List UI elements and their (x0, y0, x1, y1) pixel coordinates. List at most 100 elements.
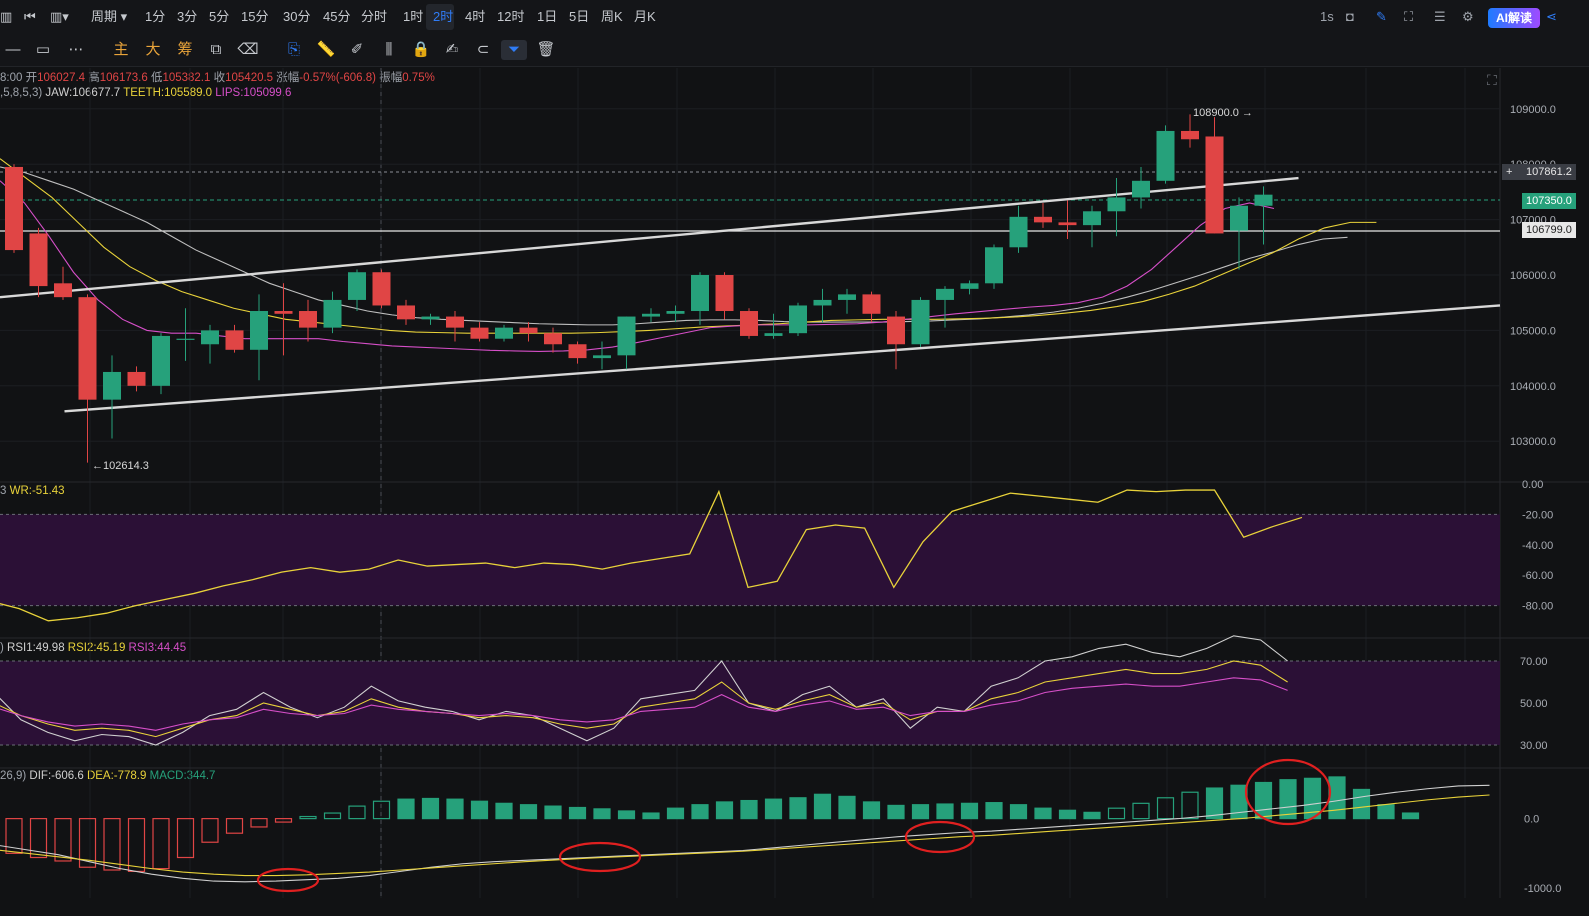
macd-bar-12 (299, 815, 317, 820)
rsi-y-tick-2: 30.00 (1520, 740, 1548, 752)
annotation-circle-1 (558, 841, 642, 873)
refresh-interval[interactable]: 1s (1320, 9, 1334, 24)
wr-band (0, 514, 1500, 606)
macd-bar-38 (936, 803, 954, 820)
main-y-tick-4: 105000.0 (1510, 325, 1556, 337)
timeframe-9[interactable]: 2时 (433, 9, 454, 24)
timeframe-0[interactable]: 周期 ▾ (91, 9, 128, 24)
candle-body-34 (838, 294, 856, 300)
rect-tool-icon[interactable]: ▭ (35, 41, 51, 58)
candle-body-7 (176, 338, 195, 340)
timeframe-5[interactable]: 30分 (283, 9, 311, 24)
camera-icon[interactable]: ◘ (1346, 9, 1354, 24)
timeframe-14[interactable]: 周K (601, 9, 623, 24)
compare-icon[interactable]: ⧉ (210, 41, 222, 58)
line-tool-icon[interactable]: — (5, 41, 21, 58)
wr-y-tick-4: -80.00 (1522, 601, 1553, 613)
pen-icon[interactable]: ✎ (1376, 9, 1387, 24)
low-value: 105382.1 (162, 72, 211, 84)
share-icon[interactable]: ⋖ (1546, 9, 1557, 24)
add-alert-icon[interactable]: + (1502, 164, 1522, 180)
wr-info: 3 WR:-51.43 (0, 485, 65, 497)
low-label: 低 (150, 72, 163, 84)
candle-body-30 (740, 311, 758, 336)
macd-info: 26,9) DIF:-606.6 DEA:-778.9 MACD:344.7 (0, 770, 215, 782)
fullscreen-icon[interactable]: ⛶ (1487, 72, 1497, 88)
candle-body-41 (1009, 216, 1028, 248)
macd-bar-7 (176, 818, 195, 859)
ruler-icon[interactable]: 📏 (316, 41, 336, 58)
expand-icon[interactable]: ⛶ (1404, 9, 1414, 24)
macd-bar-10 (250, 818, 268, 828)
line-price-tag: 106799.0 (1522, 222, 1576, 238)
ai-interpret-button[interactable]: AI解读 (1488, 8, 1540, 28)
dea-value: DEA:-778.9 (86, 770, 147, 782)
candle-body-43 (1058, 222, 1077, 226)
timeframe-13[interactable]: 5日 (569, 9, 590, 24)
brush-icon[interactable]: ✐ (350, 41, 364, 58)
macd-bar-44 (1083, 811, 1101, 820)
candle-icon[interactable]: ⫼ (385, 41, 393, 58)
main-y-tick-5: 104000.0 (1510, 381, 1556, 393)
timeframe-12[interactable]: 1日 (537, 9, 558, 24)
candle-body-25 (617, 316, 636, 356)
candle-body-37 (911, 299, 930, 345)
macd-bar-0 (5, 818, 23, 854)
rsi3-line (0, 677, 1288, 731)
last-price-tag: 107350.0 (1522, 193, 1576, 209)
timeframe-8[interactable]: 1时 (403, 9, 424, 24)
candle-body-44 (1083, 211, 1101, 226)
main-indicator-button[interactable]: 主 (113, 41, 129, 58)
macd-bar-14 (348, 805, 366, 820)
big-order-button[interactable]: 大 (145, 41, 161, 58)
timeframe-4[interactable]: 15分 (241, 9, 269, 24)
filter-icon[interactable]: ⏷ (501, 40, 527, 60)
list-icon[interactable]: ☰ (1434, 9, 1446, 24)
macd-bar-19 (470, 800, 489, 820)
back-icon[interactable]: ⏮ (24, 9, 36, 24)
timeframe-1[interactable]: 1分 (145, 9, 166, 24)
crosshair-price-tag: 107861.2 (1522, 164, 1576, 180)
timeframe-15[interactable]: 月K (634, 9, 656, 24)
grid-icon[interactable]: ▥ (0, 9, 13, 24)
macd-y-tick-0: 0.0 (1524, 814, 1539, 826)
macd-bar-20 (495, 802, 513, 820)
candle-body-20 (495, 327, 513, 339)
magnet-icon[interactable]: ⊂ (476, 41, 490, 58)
trash-icon[interactable]: 🗑 (536, 41, 556, 58)
ohlc-info: 8:00 开106027.4 高106173.6 低105382.1 收1054… (0, 69, 435, 85)
timeframe-7[interactable]: 分时 (361, 9, 388, 24)
wr-prefix: 3 (0, 485, 7, 497)
macd-prefix: 26,9) (0, 770, 27, 782)
timeframe-11[interactable]: 12时 (497, 9, 525, 24)
lock-icon[interactable]: 🔒 (411, 41, 431, 58)
chip-button[interactable]: 筹 (177, 41, 193, 58)
settings-icon[interactable]: ⚙ (1462, 9, 1474, 24)
wr-y-tick-2: -40.00 (1522, 540, 1553, 552)
more-tools-icon[interactable]: ⋯ (68, 41, 84, 58)
candle-body-16 (397, 305, 415, 320)
timeframe-2[interactable]: 3分 (177, 9, 198, 24)
high-marker: 108900.0 → (1193, 107, 1253, 119)
timeframe-6[interactable]: 45分 (323, 9, 351, 24)
rsi-y-tick-0: 70.00 (1520, 656, 1548, 668)
top-bar: ▥ ⏮ ▥▾ 周期 ▾ 1分 3分 5分 15分 30分 45分 分时 1时 2时 4时 12时 1日 5… (0, 0, 1589, 35)
candle-body-3 (78, 297, 97, 400)
candle-body-4 (103, 371, 121, 400)
erase-draw-icon[interactable]: ⌫ (237, 41, 259, 58)
timeframe-10[interactable]: 4时 (465, 9, 486, 24)
note-icon[interactable]: ✍ (445, 41, 459, 58)
macd-bar-54 (1328, 776, 1346, 820)
change-value: -0.57%(-606.8) (299, 72, 376, 84)
rsi1-value: RSI1:49.98 (7, 642, 65, 654)
candle-body-40 (985, 247, 1003, 284)
macd-bar-15 (372, 800, 391, 820)
macd-bar-27 (666, 807, 685, 820)
chart-type-icon[interactable]: ▥▾ (50, 9, 69, 24)
candle-body-22 (544, 333, 562, 345)
timeframe-3[interactable]: 5分 (209, 9, 230, 24)
dif-line (0, 784, 1490, 883)
macd-bar-52 (1279, 779, 1297, 820)
copy-icon[interactable]: ⎘ (287, 41, 300, 58)
